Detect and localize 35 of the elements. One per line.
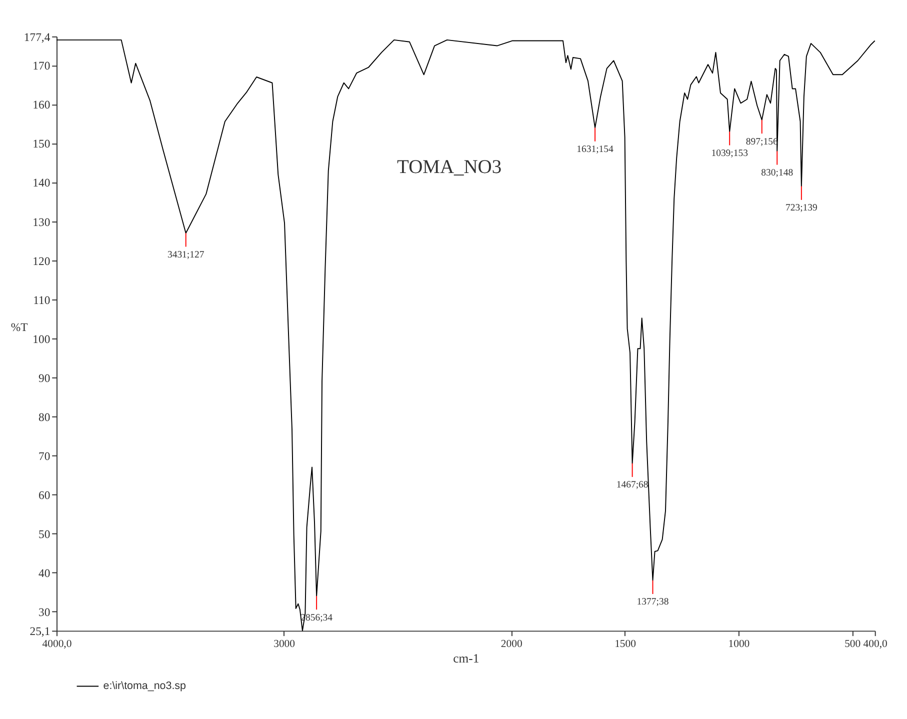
x-tick-label: 1000	[728, 638, 750, 650]
y-tick-label: 150	[32, 138, 50, 151]
y-tick-label: 110	[33, 294, 50, 307]
y-tick-label: 170	[32, 60, 50, 73]
y-tick-label: 130	[32, 216, 50, 229]
annotation: 1377;38	[636, 596, 669, 608]
annotation: 1631;154	[576, 144, 614, 156]
annotation: 830;148	[761, 168, 794, 179]
annotation: 1039;153	[711, 148, 748, 159]
y-tick-label: 70	[38, 450, 50, 463]
y-axis-title: %T	[10, 321, 28, 334]
y-tick-label: 80	[38, 410, 50, 424]
text: TOMA_NO3	[397, 157, 502, 178]
annotation: 3431;127	[167, 249, 204, 260]
y-tick-label: 90	[38, 372, 50, 385]
y-tick-label: 100	[32, 332, 50, 346]
annotation: 1467;68	[616, 480, 648, 491]
y-tick-label: 30	[38, 606, 50, 619]
y-tick-label: 160	[32, 98, 50, 112]
y-tick-label: 40	[38, 566, 50, 580]
y-tick-label: 120	[32, 254, 50, 268]
x-tick-label: 2000	[500, 638, 522, 650]
y-tick-label: 50	[38, 528, 50, 541]
y-tick-label: 177,4	[24, 30, 50, 44]
y-tick-label: 25,1	[30, 625, 50, 638]
annotation: 723;139	[785, 202, 818, 214]
y-tick-label: 140	[32, 176, 50, 190]
x-tick-label: 1500	[614, 638, 636, 650]
y-tick-label: 60	[38, 488, 50, 502]
x-tick-label: 3000	[274, 638, 296, 650]
x-tick-label: 4000,0	[42, 638, 72, 650]
x-axis-title: cm-1	[453, 651, 480, 666]
x-tick-label: 400,0	[863, 638, 888, 650]
x-tick-label: 500	[844, 638, 861, 650]
legend-label: e:\ir\toma_no3.sp	[103, 680, 186, 692]
